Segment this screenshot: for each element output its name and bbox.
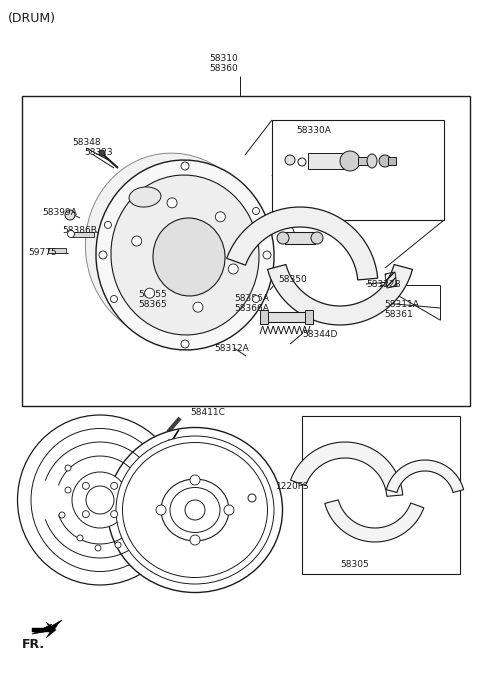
- Circle shape: [99, 150, 105, 156]
- Circle shape: [132, 236, 142, 246]
- Text: 1220FS: 1220FS: [276, 482, 310, 491]
- Text: 58399A: 58399A: [42, 208, 77, 217]
- Circle shape: [340, 151, 360, 171]
- Ellipse shape: [122, 443, 267, 577]
- Circle shape: [83, 511, 89, 517]
- Circle shape: [59, 512, 65, 518]
- Text: 58386B: 58386B: [62, 226, 97, 235]
- Ellipse shape: [108, 428, 283, 592]
- Ellipse shape: [170, 488, 220, 532]
- Ellipse shape: [96, 160, 274, 350]
- Circle shape: [110, 296, 118, 303]
- Circle shape: [115, 542, 121, 548]
- Bar: [22, 96, 470, 406]
- Bar: [285, 232, 315, 244]
- Circle shape: [65, 210, 75, 220]
- Circle shape: [193, 302, 203, 312]
- Circle shape: [86, 486, 114, 514]
- Circle shape: [77, 535, 83, 541]
- Circle shape: [285, 155, 295, 165]
- Text: 58356A
58366A: 58356A 58366A: [234, 294, 269, 313]
- Polygon shape: [267, 265, 412, 325]
- Circle shape: [252, 296, 260, 303]
- Text: 58322B: 58322B: [366, 280, 401, 289]
- Circle shape: [379, 155, 391, 167]
- Polygon shape: [290, 442, 403, 496]
- Circle shape: [248, 494, 256, 502]
- Circle shape: [263, 251, 271, 259]
- Circle shape: [224, 505, 234, 515]
- Circle shape: [298, 158, 306, 166]
- Circle shape: [72, 472, 128, 528]
- Text: 58312A: 58312A: [214, 344, 249, 353]
- Circle shape: [111, 511, 118, 517]
- Text: 58311A
58361: 58311A 58361: [384, 300, 419, 320]
- Polygon shape: [32, 620, 62, 634]
- Circle shape: [167, 198, 177, 208]
- Bar: [48, 248, 66, 253]
- Text: 58348: 58348: [72, 138, 101, 147]
- Ellipse shape: [85, 153, 261, 341]
- Text: 58330A: 58330A: [296, 126, 331, 135]
- Circle shape: [252, 207, 260, 214]
- Text: FR.: FR.: [22, 638, 45, 651]
- Text: 58310
58360: 58310 58360: [210, 54, 239, 73]
- Text: 58344D: 58344D: [302, 330, 337, 339]
- Circle shape: [311, 232, 323, 244]
- Circle shape: [65, 487, 71, 493]
- Circle shape: [216, 211, 225, 222]
- Circle shape: [95, 545, 101, 551]
- Circle shape: [190, 535, 200, 545]
- Circle shape: [228, 264, 238, 274]
- Circle shape: [156, 505, 166, 515]
- Ellipse shape: [31, 428, 169, 571]
- Ellipse shape: [367, 154, 377, 168]
- Bar: [388, 157, 396, 165]
- Circle shape: [111, 482, 118, 490]
- Bar: [72, 232, 94, 237]
- Circle shape: [65, 465, 71, 471]
- Bar: [308, 153, 346, 169]
- Text: 58323: 58323: [84, 148, 113, 157]
- Ellipse shape: [116, 436, 274, 584]
- Text: 58355
58365: 58355 58365: [138, 290, 167, 309]
- Text: 59775: 59775: [28, 248, 57, 257]
- Text: (DRUM): (DRUM): [8, 12, 56, 25]
- Circle shape: [277, 232, 289, 244]
- Ellipse shape: [17, 415, 182, 585]
- Circle shape: [144, 288, 155, 299]
- Text: 58411C: 58411C: [190, 408, 225, 417]
- Ellipse shape: [153, 218, 225, 296]
- Bar: [358, 157, 370, 165]
- Polygon shape: [227, 207, 378, 280]
- Bar: [272, 120, 444, 220]
- Bar: [260, 310, 268, 324]
- Bar: [302, 416, 460, 574]
- Circle shape: [190, 475, 200, 485]
- Circle shape: [105, 222, 111, 228]
- Circle shape: [99, 251, 107, 259]
- Circle shape: [185, 500, 205, 520]
- Bar: [264, 312, 309, 322]
- Text: 58305: 58305: [341, 560, 370, 569]
- Circle shape: [181, 340, 189, 348]
- Circle shape: [181, 162, 189, 170]
- Polygon shape: [325, 500, 424, 542]
- Circle shape: [68, 231, 74, 237]
- Bar: [305, 310, 313, 324]
- Ellipse shape: [161, 479, 229, 541]
- Ellipse shape: [111, 175, 259, 335]
- Text: 58350: 58350: [278, 275, 307, 284]
- Circle shape: [83, 482, 89, 490]
- Polygon shape: [32, 622, 56, 638]
- Polygon shape: [386, 460, 464, 492]
- Ellipse shape: [129, 187, 161, 207]
